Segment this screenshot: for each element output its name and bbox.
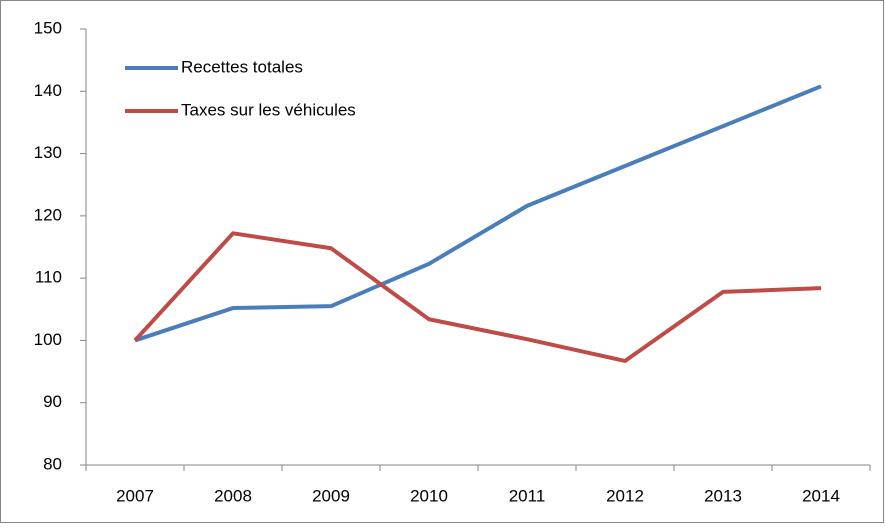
y-tick-label: 100 (34, 330, 62, 349)
x-tick-label: 2012 (606, 486, 644, 505)
x-tick-label: 2011 (509, 486, 546, 505)
x-tick-label: 2013 (704, 486, 742, 505)
x-tick-label: 2008 (214, 486, 252, 505)
series-line (134, 84, 822, 343)
y-tick-label: 110 (35, 268, 62, 287)
y-tick-label: 80 (43, 454, 62, 473)
y-tick-label: 140 (34, 81, 62, 100)
x-tick-label: 2007 (116, 486, 154, 505)
series-line (133, 231, 822, 363)
y-tick-label: 130 (34, 143, 62, 162)
y-tick-label: 90 (43, 392, 62, 411)
x-tick-label: 2010 (410, 486, 448, 505)
x-tick-label: 2014 (802, 486, 840, 505)
legend-label: Recettes totales (181, 57, 303, 76)
y-tick-label: 150 (34, 18, 62, 37)
x-tick-label: 2009 (312, 486, 350, 505)
y-tick-label: 120 (34, 205, 62, 224)
legend-label: Taxes sur les véhicules (181, 100, 356, 119)
